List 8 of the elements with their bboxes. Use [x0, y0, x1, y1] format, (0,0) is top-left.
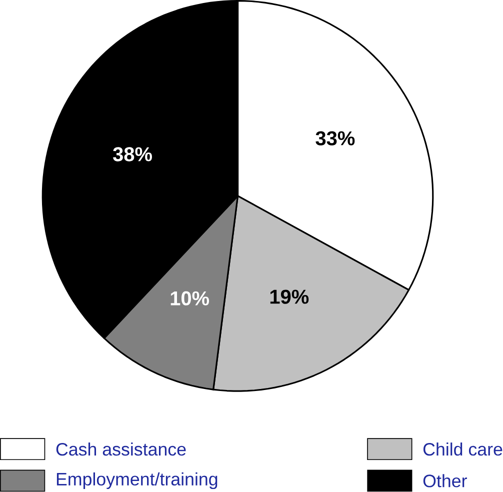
data-label: 19%	[270, 290, 309, 304]
legend-label: Other	[423, 474, 467, 488]
legend-label: Cash assistance	[56, 442, 186, 456]
data-label: 33%	[316, 131, 355, 146]
data-label: 10%	[170, 291, 210, 306]
legend-label: Child care	[423, 442, 502, 456]
legend-label: Employment/training	[56, 472, 218, 490]
data-label: 38%	[113, 147, 152, 162]
